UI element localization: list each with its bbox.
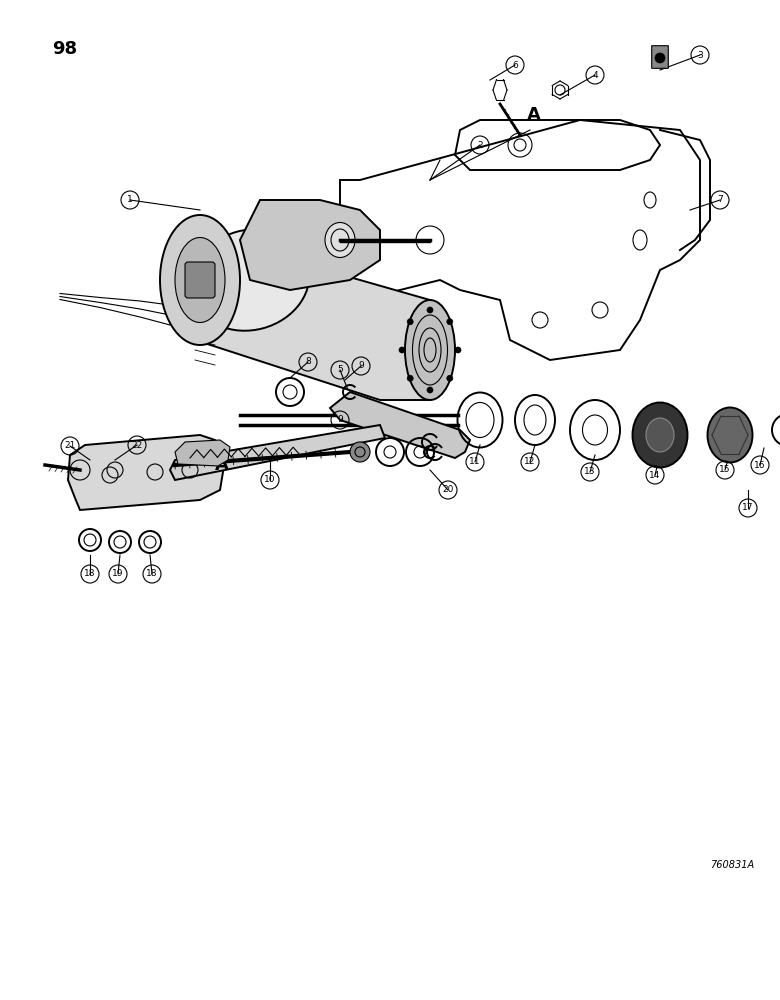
- Text: 22: 22: [131, 440, 143, 450]
- Text: 9: 9: [358, 361, 364, 370]
- Circle shape: [447, 375, 453, 381]
- Ellipse shape: [633, 402, 687, 468]
- Text: 7: 7: [717, 196, 723, 205]
- Text: 17: 17: [743, 504, 753, 512]
- FancyBboxPatch shape: [652, 46, 668, 68]
- Circle shape: [407, 375, 413, 381]
- Text: 6: 6: [512, 60, 518, 70]
- Text: 13: 13: [584, 468, 596, 477]
- Circle shape: [427, 307, 433, 313]
- Text: 15: 15: [719, 466, 731, 475]
- Ellipse shape: [190, 229, 310, 331]
- Circle shape: [407, 319, 413, 325]
- Text: 8: 8: [305, 358, 311, 366]
- Polygon shape: [240, 200, 380, 290]
- Ellipse shape: [325, 223, 355, 257]
- Text: 4: 4: [592, 70, 597, 80]
- Circle shape: [350, 442, 370, 462]
- Text: 760831A: 760831A: [710, 860, 754, 870]
- Ellipse shape: [175, 237, 225, 322]
- Text: 9: 9: [337, 416, 343, 424]
- Text: 20: 20: [442, 486, 454, 494]
- Ellipse shape: [646, 418, 674, 452]
- Ellipse shape: [160, 215, 240, 345]
- FancyBboxPatch shape: [185, 262, 215, 298]
- Text: 19: 19: [112, 570, 124, 578]
- Text: 16: 16: [754, 460, 766, 470]
- Text: 98: 98: [52, 40, 77, 58]
- Circle shape: [455, 347, 461, 353]
- Text: 3: 3: [697, 50, 703, 60]
- Text: 18: 18: [84, 570, 96, 578]
- Polygon shape: [170, 425, 385, 480]
- Text: 21: 21: [64, 442, 76, 450]
- Text: A: A: [527, 106, 541, 124]
- Ellipse shape: [405, 300, 455, 400]
- Text: 1: 1: [127, 196, 133, 205]
- Circle shape: [427, 387, 433, 393]
- Text: A: A: [215, 456, 229, 474]
- Text: 5: 5: [337, 365, 343, 374]
- Text: 11: 11: [470, 458, 480, 466]
- Ellipse shape: [707, 408, 753, 462]
- Circle shape: [447, 319, 453, 325]
- Text: 12: 12: [524, 458, 536, 466]
- Polygon shape: [175, 440, 230, 466]
- Text: 18: 18: [147, 570, 158, 578]
- Polygon shape: [195, 240, 430, 400]
- Circle shape: [655, 53, 665, 63]
- Text: 10: 10: [264, 476, 276, 485]
- Text: 14: 14: [649, 471, 661, 480]
- Text: 2: 2: [477, 140, 483, 149]
- Polygon shape: [68, 435, 225, 510]
- Polygon shape: [330, 392, 470, 458]
- Circle shape: [399, 347, 405, 353]
